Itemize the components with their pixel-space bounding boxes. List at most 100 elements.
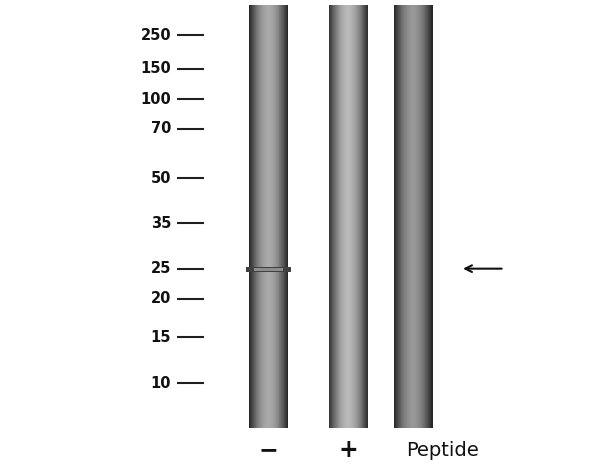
- Bar: [355, 5, 356, 428]
- Bar: [360, 5, 362, 428]
- Bar: [396, 5, 397, 428]
- Text: 100: 100: [140, 92, 171, 107]
- Bar: [347, 5, 348, 428]
- Bar: [263, 5, 264, 428]
- Bar: [428, 5, 430, 428]
- Bar: [414, 5, 415, 428]
- Text: Peptide: Peptide: [406, 441, 479, 460]
- Bar: [418, 5, 419, 428]
- Bar: [395, 5, 396, 428]
- Bar: [264, 5, 266, 428]
- Bar: [346, 5, 347, 428]
- Bar: [267, 5, 268, 428]
- Bar: [259, 5, 260, 428]
- Bar: [424, 5, 425, 428]
- Bar: [270, 5, 271, 428]
- Bar: [260, 5, 261, 428]
- Bar: [420, 5, 421, 428]
- Bar: [257, 5, 258, 428]
- Bar: [418, 5, 419, 428]
- Bar: [355, 5, 356, 428]
- Bar: [347, 5, 348, 428]
- Bar: [407, 5, 408, 428]
- Bar: [367, 5, 368, 428]
- Bar: [401, 5, 402, 428]
- Bar: [415, 5, 416, 428]
- Bar: [403, 5, 404, 428]
- Bar: [266, 5, 267, 428]
- Bar: [334, 5, 335, 428]
- Bar: [271, 5, 273, 428]
- Bar: [263, 5, 264, 428]
- Bar: [410, 5, 411, 428]
- Bar: [419, 5, 421, 428]
- Bar: [411, 5, 412, 428]
- Bar: [276, 5, 277, 428]
- Bar: [251, 5, 253, 428]
- Bar: [404, 5, 405, 428]
- Bar: [277, 5, 278, 428]
- Bar: [353, 5, 355, 428]
- Text: 15: 15: [150, 330, 171, 345]
- Bar: [346, 5, 348, 428]
- Bar: [424, 5, 425, 428]
- Bar: [251, 5, 252, 428]
- Bar: [336, 5, 337, 428]
- Bar: [339, 5, 340, 428]
- Bar: [343, 5, 345, 428]
- Bar: [363, 5, 365, 428]
- Bar: [255, 5, 257, 428]
- Bar: [424, 5, 425, 428]
- Bar: [406, 5, 407, 428]
- Bar: [252, 5, 253, 428]
- Bar: [285, 5, 286, 428]
- Bar: [366, 5, 368, 428]
- Bar: [398, 5, 399, 428]
- Bar: [334, 5, 335, 428]
- Bar: [358, 5, 359, 428]
- Text: +: +: [338, 438, 358, 462]
- Bar: [396, 5, 397, 428]
- Bar: [414, 5, 415, 428]
- Bar: [350, 5, 352, 428]
- Bar: [419, 5, 420, 428]
- Bar: [274, 5, 276, 428]
- Bar: [397, 5, 398, 428]
- Bar: [274, 5, 275, 428]
- Bar: [344, 5, 345, 428]
- Bar: [352, 5, 353, 428]
- Bar: [394, 5, 395, 428]
- Bar: [407, 5, 408, 428]
- Text: 250: 250: [140, 28, 171, 43]
- Bar: [352, 5, 353, 428]
- Bar: [405, 5, 407, 428]
- Bar: [395, 5, 396, 428]
- Bar: [360, 5, 361, 428]
- Bar: [404, 5, 405, 428]
- Bar: [427, 5, 428, 428]
- Bar: [329, 5, 330, 428]
- Bar: [365, 5, 366, 428]
- Bar: [284, 5, 286, 428]
- Bar: [252, 5, 253, 428]
- Bar: [283, 5, 284, 428]
- Bar: [396, 5, 398, 428]
- Text: 50: 50: [150, 171, 171, 186]
- Bar: [339, 5, 340, 428]
- Bar: [331, 5, 332, 428]
- Bar: [258, 5, 259, 428]
- Bar: [412, 5, 413, 428]
- Bar: [286, 5, 287, 428]
- Bar: [425, 5, 427, 428]
- Bar: [332, 5, 333, 428]
- Text: −: −: [258, 438, 278, 462]
- Bar: [343, 5, 344, 428]
- Bar: [363, 5, 364, 428]
- Bar: [415, 5, 417, 428]
- Bar: [431, 5, 432, 428]
- Bar: [262, 5, 263, 428]
- Bar: [350, 5, 351, 428]
- Bar: [408, 5, 409, 428]
- Bar: [330, 5, 331, 428]
- Bar: [333, 5, 334, 428]
